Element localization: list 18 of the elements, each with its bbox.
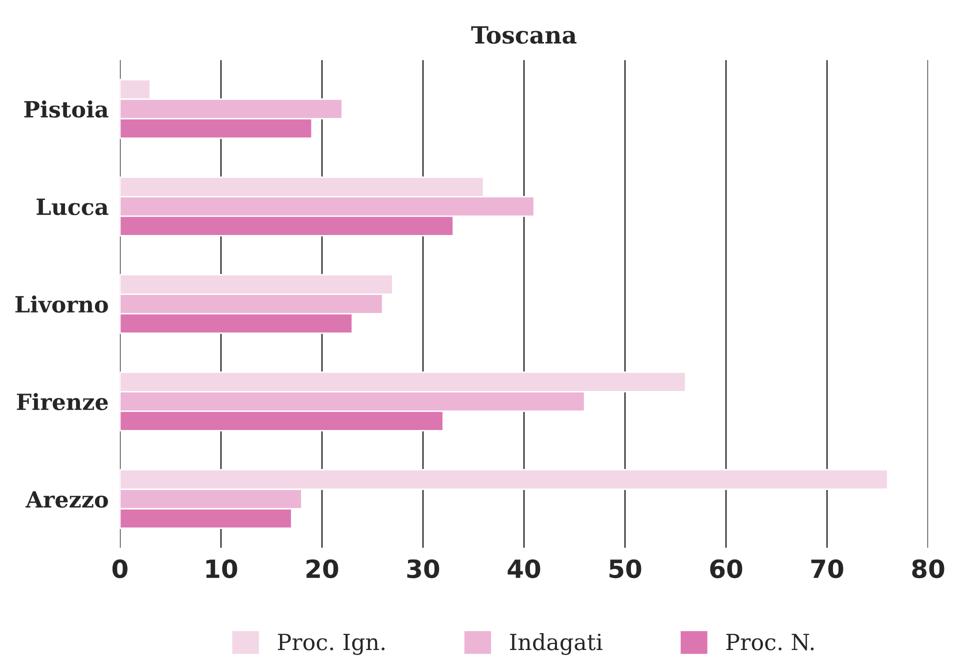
y-tick-label: Firenze [16, 393, 108, 410]
x-tick-label: 80 [912, 559, 944, 578]
y-tick-label: Pistoia [24, 100, 108, 118]
x-tick-label: 10 [206, 559, 238, 578]
chart-title: Toscana [471, 26, 576, 44]
x-tick-label: 20 [306, 559, 338, 578]
y-tick-label: Livorno [15, 295, 108, 313]
x-tick-label: 60 [710, 559, 742, 578]
y-tick-label: Lucca [36, 198, 108, 216]
x-tick-label: 30 [407, 559, 440, 578]
x-tick-label: 50 [610, 559, 642, 578]
y-tick-label: Arezzo [26, 491, 108, 508]
legend-label: Proc. Ign. [278, 634, 385, 655]
legend-label: Indagati [510, 633, 602, 655]
legend-label: Proc. N. [726, 634, 814, 650]
x-tick-label: 40 [508, 559, 540, 578]
x-tick-label: 0 [112, 559, 128, 578]
x-tick-label: 70 [811, 559, 844, 578]
